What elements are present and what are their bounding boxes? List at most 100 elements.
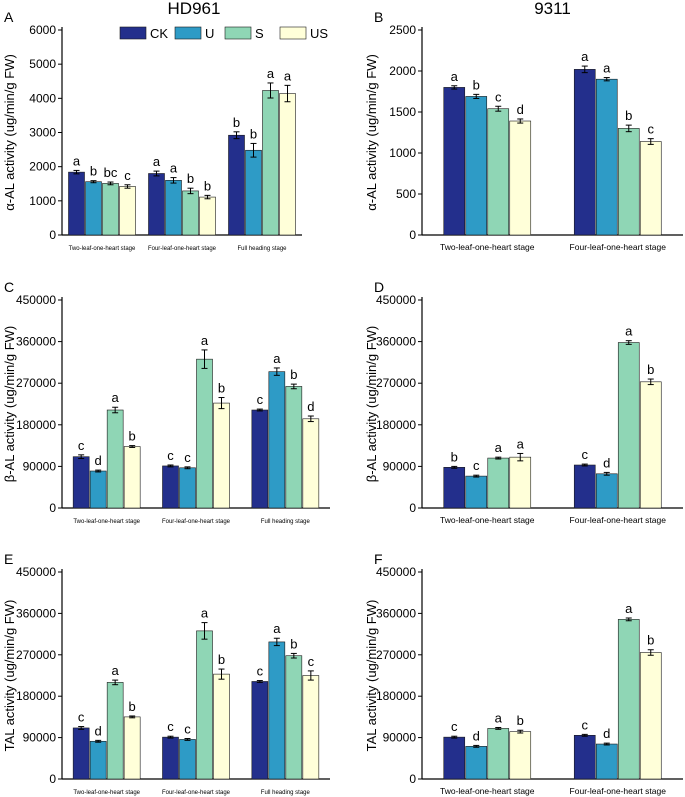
y-tick-label: 3000 bbox=[29, 126, 56, 140]
chart-title: HD961 bbox=[168, 0, 221, 18]
bar bbox=[72, 456, 90, 509]
y-tick-label: 90000 bbox=[383, 731, 417, 745]
y-tick-label: 4000 bbox=[29, 91, 56, 105]
y-tick-label: 180000 bbox=[16, 689, 56, 703]
chart-panel-f: F 0 90000 180000 270000 360000 450000 TAL activ… bbox=[364, 551, 683, 796]
legend-label-us: US bbox=[310, 26, 328, 41]
bar bbox=[123, 716, 141, 780]
bar bbox=[595, 78, 618, 236]
bar bbox=[279, 93, 296, 236]
y-tick-label: 270000 bbox=[16, 648, 56, 662]
y-tick-label: 180000 bbox=[376, 418, 416, 432]
y-tick-label: 450000 bbox=[376, 565, 416, 579]
bar bbox=[595, 473, 618, 509]
significance-letter: a bbox=[603, 61, 611, 76]
significance-letter: a bbox=[273, 621, 281, 636]
y-axis-label: β-AL activity (ug/min/g FW) bbox=[364, 326, 379, 483]
bar bbox=[443, 736, 466, 780]
legend-label-ck: CK bbox=[150, 26, 168, 41]
y-tick-label: 6000 bbox=[29, 23, 56, 37]
significance-letter: c bbox=[582, 447, 589, 462]
bar bbox=[268, 371, 286, 509]
x-tick-label: Four-leaf-one-heart stage bbox=[148, 246, 217, 252]
y-axis-label: TAL activity (ug/min/g FW) bbox=[2, 600, 17, 752]
y-axis-label: α-AL activity (ug/min/g FW) bbox=[2, 54, 17, 211]
bar bbox=[251, 681, 269, 780]
y-axis-label: TAL activity (ug/min/g FW) bbox=[364, 600, 379, 752]
bar bbox=[245, 149, 262, 236]
significance-letter: b bbox=[451, 449, 458, 464]
bar bbox=[179, 739, 196, 780]
significance-letter: c bbox=[124, 168, 131, 183]
significance-letter: c bbox=[78, 438, 85, 453]
significance-letter: b bbox=[218, 381, 225, 396]
significance-letter: c bbox=[184, 450, 191, 465]
x-tick-label: Full heading stage bbox=[237, 246, 287, 252]
legend-swatch-s bbox=[224, 26, 252, 40]
bar bbox=[487, 728, 510, 780]
x-tick-label: Two-leaf-one-heart stage bbox=[73, 519, 140, 525]
chart-panel-e: E 0 90000 180000 270000 360000 450000 TAL activ… bbox=[2, 551, 330, 796]
significance-letter: a bbox=[170, 161, 178, 176]
x-tick-label: Two-leaf-one-heart stage bbox=[440, 786, 535, 796]
significance-letter: d bbox=[517, 102, 524, 117]
bar bbox=[465, 96, 488, 236]
significance-letter: a bbox=[201, 333, 209, 348]
bar bbox=[465, 746, 488, 780]
bar bbox=[487, 108, 510, 236]
x-tick-label: Two-leaf-one-heart stage bbox=[440, 242, 535, 252]
bar bbox=[487, 457, 510, 509]
significance-letter: b bbox=[90, 164, 97, 179]
significance-letter: c bbox=[167, 719, 174, 734]
x-tick-label: Full heading stage bbox=[261, 519, 311, 525]
significance-letter: a bbox=[517, 436, 525, 451]
bar bbox=[302, 418, 320, 509]
significance-letter: b bbox=[290, 367, 297, 382]
significance-letter: a bbox=[581, 49, 589, 64]
panel-letter: B bbox=[374, 9, 383, 25]
y-tick-label: 360000 bbox=[16, 606, 56, 620]
significance-letter: b bbox=[517, 713, 524, 728]
y-tick-label: 180000 bbox=[376, 689, 416, 703]
y-axis-label: β-AL activity (ug/min/g FW) bbox=[2, 326, 17, 483]
significance-letter: b bbox=[187, 171, 194, 186]
bar bbox=[639, 652, 662, 780]
significance-letter: a bbox=[273, 351, 281, 366]
legend-label-u: U bbox=[205, 26, 214, 41]
x-tick-label: Four-leaf-one-heart stage bbox=[570, 515, 667, 525]
bar bbox=[443, 87, 466, 236]
y-tick-label: 90000 bbox=[23, 459, 57, 473]
bar bbox=[617, 128, 640, 236]
significance-letter: c bbox=[582, 717, 589, 732]
y-tick-label: 0 bbox=[49, 772, 56, 786]
significance-letter: b bbox=[233, 115, 240, 130]
bar bbox=[573, 464, 596, 509]
x-tick-label: Four-leaf-one-heart stage bbox=[570, 242, 667, 252]
bar bbox=[119, 186, 136, 236]
significance-letter: d bbox=[307, 399, 314, 414]
y-tick-label: 450000 bbox=[16, 565, 56, 579]
significance-letter: c bbox=[495, 89, 502, 104]
y-tick-label: 5000 bbox=[29, 57, 56, 71]
bar bbox=[639, 141, 662, 236]
x-tick-label: Four-leaf-one-heart stage bbox=[570, 786, 667, 796]
significance-letter: a bbox=[112, 663, 120, 678]
chart-panel-a: A HD961 0 1000 2000 3000 4000 5000 6000 α-AL acti… bbox=[2, 0, 302, 252]
y-tick-label: 0 bbox=[409, 772, 416, 786]
significance-letter: c bbox=[167, 448, 174, 463]
chart-panel-c: C 0 90000 180000 270000 360000 450000 β-AL acti… bbox=[2, 279, 330, 525]
y-tick-label: 90000 bbox=[383, 459, 417, 473]
x-tick-label: Two-leaf-one-heart stage bbox=[69, 246, 136, 252]
legend-swatch-us bbox=[279, 26, 307, 40]
y-tick-label: 450000 bbox=[376, 293, 416, 307]
y-tick-label: 2500 bbox=[389, 23, 416, 37]
bar bbox=[639, 381, 662, 509]
y-tick-label: 270000 bbox=[376, 648, 416, 662]
significance-letter: a bbox=[73, 153, 81, 168]
y-tick-label: 90000 bbox=[23, 731, 57, 745]
bar bbox=[196, 630, 213, 780]
significance-letter: c bbox=[184, 722, 191, 737]
significance-letter: d bbox=[603, 455, 610, 470]
bar bbox=[196, 358, 213, 509]
significance-letter: c bbox=[78, 710, 85, 725]
